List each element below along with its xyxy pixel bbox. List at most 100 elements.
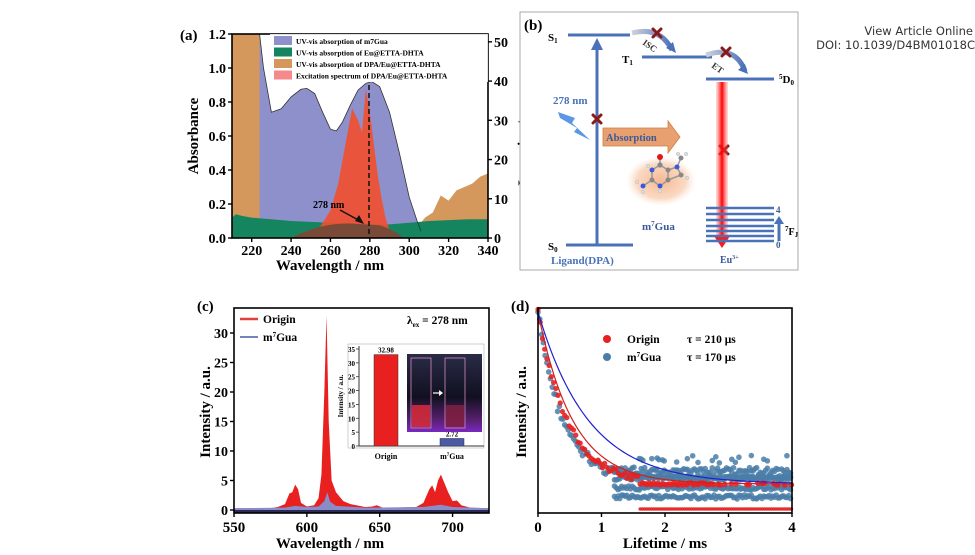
- panel-a-ylabel: Absorbance: [186, 97, 202, 174]
- lifetime-point-m7gua: [709, 457, 716, 464]
- legend-m7gua-tau: τ = 170 μs: [687, 352, 736, 364]
- panel-a-legend-box: [270, 34, 488, 82]
- panel-b-energy-scheme: (b) S1 S0 T1 5D0 ISC ET: [519, 11, 799, 271]
- cross-mark-isc: [651, 27, 663, 39]
- lifetime-point-origin: [599, 465, 606, 471]
- panel-a-absorption-chart: (a) 0.0 0.2 0.4 0.6 0.8 1.0 1.2 0 10 20 30 40 50 22…: [180, 28, 532, 274]
- inset-category-origin: Origin: [375, 452, 398, 461]
- panel-a-ytick-label: 1.2: [209, 28, 227, 43]
- lifetime-point-origin: [626, 472, 632, 478]
- panel-a-legend-swatch: [274, 36, 292, 45]
- excitation-arrowhead: [591, 38, 603, 50]
- doi-text: DOI: 10.1039/D4BM01018C: [816, 38, 975, 52]
- lifetime-point-m7gua: [730, 464, 737, 471]
- panel-c-xtick-label: 650: [368, 520, 391, 536]
- panel-c-inset: 0 5 10 15 20 25 30 35 32.98 2.72 Intensity / a.u…: [337, 343, 485, 461]
- fit-curve-origin: [537, 311, 793, 485]
- inset-bar-value-label: 2.72: [446, 430, 459, 438]
- d0-level-label: 5D0: [779, 73, 794, 87]
- panel-c-xtick-label: 550: [223, 520, 246, 536]
- panel-c-ytick-label: 30: [214, 327, 228, 342]
- panel-a-ytick-label: 0.4: [209, 164, 227, 179]
- vial-origin: [410, 357, 432, 429]
- lifetime-point-m7gua: [648, 455, 655, 462]
- panel-a-ytick-right-label: 0: [494, 232, 501, 247]
- lifetime-point-origin: [622, 470, 628, 476]
- panel-c-label: (c): [197, 299, 214, 315]
- panel-a-legend-swatch: [274, 70, 292, 80]
- panel-a-xtick-label: 320: [438, 244, 459, 259]
- inset-ytick-label: 10: [348, 415, 356, 423]
- fj-arrowhead: [774, 216, 784, 224]
- t1-level-label: T1: [622, 54, 633, 67]
- panel-a-xtick-label: 240: [281, 244, 302, 259]
- lifetime-point-m7gua: [713, 454, 719, 460]
- panel-a-legend-label: Excitation spectrum of DPA/Eu@ETTA-DHTA: [296, 72, 448, 81]
- panel-a-ytick-right-label: 20: [494, 154, 508, 169]
- lifetime-point-m7gua: [545, 369, 552, 375]
- panel-c-xlabel: Wavelength / nm: [276, 536, 385, 552]
- excitation-wavelength-label: 278 nm: [553, 95, 588, 107]
- lifetime-point-origin: [557, 400, 563, 406]
- legend-m7gua-marker: [603, 353, 611, 361]
- lifetime-point-origin: [564, 414, 570, 421]
- panel-a-label: (a): [180, 28, 198, 44]
- legend-m7gua-name: m7Gua: [627, 351, 661, 364]
- lifetime-point-m7gua: [784, 452, 790, 459]
- inset-ytick-label: 25: [348, 374, 356, 382]
- lifetime-point-m7gua: [695, 459, 701, 466]
- panel-c-ytick-label: 0: [221, 504, 228, 519]
- lifetime-point-origin: [624, 475, 630, 482]
- panel-c-frame: [233, 307, 490, 514]
- vial-origin-liquid: [412, 405, 430, 427]
- inset-bar-m7gua: [439, 438, 465, 447]
- et-arrowhead: [738, 64, 748, 74]
- lifetime-point-origin: [602, 460, 608, 466]
- lifetime-point-m7gua: [716, 460, 723, 466]
- panel-d-xlabel: Lifetime / ms: [623, 536, 707, 552]
- panel-d-xtick-label: 3: [725, 520, 733, 536]
- isc-arrowhead: [666, 42, 676, 53]
- baseline-band: [234, 510, 489, 513]
- panel-a-ytick-right-label: 10: [494, 193, 508, 208]
- lifetime-point-origin: [582, 446, 588, 452]
- legend-m7gua-label: m7Gua: [263, 331, 297, 344]
- inset-ytick-label: 20: [348, 388, 356, 396]
- panel-a-xlabel: Wavelength / nm: [276, 258, 385, 274]
- fj-bottom-label: 0: [776, 240, 781, 250]
- panel-d-lifetime-chart: (d) 0 1 2 3 4 Origin τ = 210 μs m7Gua τ = 17…: [511, 299, 796, 552]
- panel-c-ytick-label: 20: [214, 386, 228, 401]
- panel-c-ytick-label: 10: [214, 445, 228, 460]
- lifetime-point-origin: [728, 481, 735, 487]
- view-article-online-link[interactable]: View Article Online: [864, 24, 973, 38]
- panel-d-xtick-label: 0: [534, 520, 542, 536]
- lifetime-point-origin: [555, 392, 561, 398]
- vial-arrowhead: [439, 390, 443, 396]
- vial-photo: [407, 354, 482, 432]
- area-m7gua-absorption: [259, 34, 422, 238]
- lifetime-point-origin: [628, 476, 634, 482]
- panel-d-ylabel: Intensity / a.u.: [514, 366, 530, 458]
- lifetime-point-m7gua: [689, 453, 696, 459]
- inset-ytick-label: 5: [352, 429, 356, 437]
- inset-ytick-label: 35: [348, 346, 356, 354]
- lifetime-point-origin: [573, 432, 579, 438]
- inset-bar-value-label: 32.98: [378, 347, 394, 355]
- panel-c-ytick-label: 25: [214, 357, 228, 372]
- panel-c-emission-chart: (c) 0 5 10 15 20 25 30 550 600 650 700 Origin m7G…: [197, 299, 490, 552]
- fj-top-label: 4: [776, 205, 781, 215]
- panel-c-ytick-label: 5: [221, 475, 228, 490]
- panel-c-ytick-label: 15: [214, 416, 228, 431]
- panel-a-legend-label: UV-vis absorption of m7Gua: [296, 37, 388, 46]
- lifetime-point-origin: [553, 385, 559, 392]
- lifetime-point-origin: [550, 379, 557, 386]
- panel-a-annotation: 278 nm: [313, 200, 345, 211]
- inset-ytick-label: 15: [348, 401, 356, 409]
- panel-d-xtick-label: 1: [598, 520, 606, 536]
- panel-a-ytick-right-label: 40: [494, 75, 508, 90]
- panel-c-xtick-label: 700: [441, 520, 464, 536]
- panel-c-xtick-label: 600: [296, 520, 319, 536]
- lifetime-point-m7gua: [764, 458, 771, 464]
- absorption-arrow: [602, 119, 681, 155]
- area-excitation-spectrum: [300, 88, 394, 238]
